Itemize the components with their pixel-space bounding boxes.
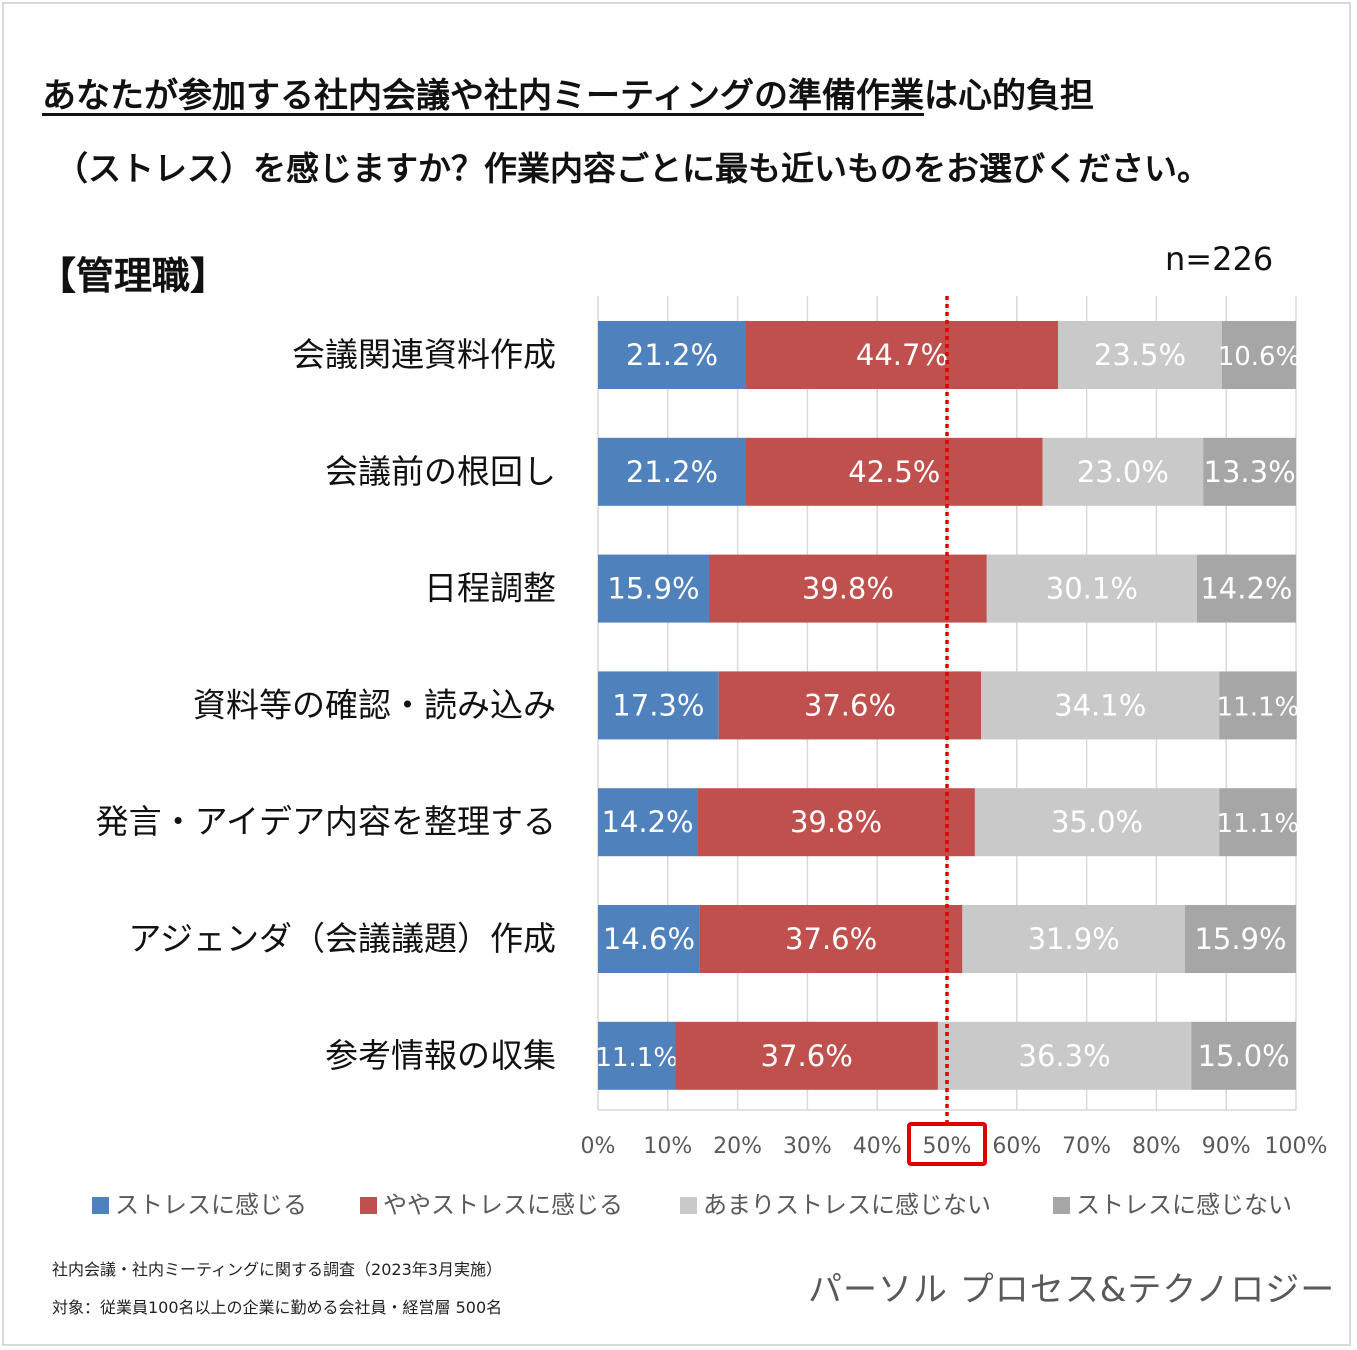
tick-highlight-box [907, 1122, 987, 1166]
x-tick-label: 40% [853, 1134, 902, 1159]
bar-segment [745, 321, 1058, 389]
x-tick-label: 10% [643, 1134, 692, 1159]
data-label: 15.9% [607, 572, 699, 606]
data-label: 39.8% [802, 572, 894, 606]
data-label: 23.5% [1094, 338, 1186, 372]
data-label: 17.3% [612, 688, 704, 722]
bar-segment [1222, 321, 1296, 389]
legend-item: ややストレスに感じる [360, 1185, 623, 1220]
chart-title-line2: （ストレス）を感じますか？作業内容ごとに最も近いものをお選びください。 [55, 149, 1210, 188]
bar-segment [598, 437, 746, 506]
chart-legend: ストレスに感じる ややストレスに感じる あまりストレスに感じない ストレスに感じない [0, 1185, 1357, 1221]
category-label: 発言・アイデア内容を整理する [96, 802, 556, 841]
data-label: 14.2% [1200, 572, 1292, 606]
brand-logo-text: パーソル プロセス&テクノロジー [808, 1270, 1336, 1310]
legend-label: ストレスに感じる [115, 1191, 307, 1219]
legend-swatch [680, 1197, 697, 1214]
bar-segment [598, 1021, 676, 1090]
data-label: 11.1% [1217, 809, 1300, 839]
bar-segment [1203, 437, 1296, 506]
data-label: 14.2% [601, 805, 693, 839]
bar-segment [1191, 1021, 1296, 1090]
chart-title-rest: は心的負担 [923, 76, 1094, 116]
data-label: 23.0% [1077, 455, 1169, 489]
data-label: 44.7% [856, 338, 948, 372]
bar-segment [937, 1021, 1192, 1090]
category-label: アジェンダ（会議議題）作成 [128, 919, 556, 958]
bar-segment [598, 671, 719, 740]
x-tick-label: 0% [581, 1134, 616, 1159]
legend-swatch [1053, 1197, 1070, 1214]
survey-note: 社内会議・社内ミーティングに関する調査（2023年3月実施） [52, 1260, 502, 1279]
bar-segment [1219, 788, 1297, 857]
x-tick-label: 70% [1062, 1134, 1111, 1159]
data-label: 35.0% [1051, 805, 1143, 839]
bar-segment [986, 554, 1197, 623]
data-label: 21.2% [626, 455, 718, 489]
data-label: 11.1% [1217, 692, 1300, 722]
legend-label: ややストレスに感じる [383, 1191, 623, 1219]
category-label: 参考情報の収集 [325, 1036, 556, 1075]
chart-title-line1: あなたが参加する社内会議や社内ミーティングの準備作業は心的負担 [42, 68, 1094, 117]
x-tick-label: 30% [783, 1134, 832, 1159]
target-note: 対象：従業員100名以上の企業に勤める会社員・経営層 500名 [52, 1298, 503, 1317]
bar-segment [1219, 671, 1297, 740]
data-label: 34.1% [1054, 688, 1146, 722]
chart-title-underlined: あなたが参加する社内会議や社内ミーティングの準備作業 [42, 76, 924, 116]
data-label: 39.8% [790, 805, 882, 839]
data-label: 13.3% [1204, 455, 1296, 489]
category-label: 会議関連資料作成 [292, 335, 556, 374]
data-label: 37.6% [804, 688, 896, 722]
bar-segment [718, 671, 982, 740]
x-tick-label: 100% [1265, 1134, 1328, 1159]
bar-segment [699, 905, 963, 973]
bar-segment [598, 554, 709, 623]
category-label: 日程調整 [424, 569, 556, 608]
legend-item: あまりストレスに感じない [680, 1185, 991, 1220]
bar-segment [675, 1021, 938, 1090]
data-label: 21.2% [626, 338, 718, 372]
legend-item: ストレスに感じる [92, 1185, 307, 1220]
data-label: 42.5% [848, 455, 940, 489]
x-tick-label: 50% [923, 1134, 972, 1159]
sample-size-label: n=226 [1165, 240, 1274, 278]
bar-segment [1042, 437, 1204, 506]
group-label: 【管理職】 [38, 254, 229, 298]
bar-segment [598, 788, 698, 857]
x-tick-label: 20% [713, 1134, 762, 1159]
bar-segment [981, 671, 1220, 740]
x-tick-label: 80% [1132, 1134, 1181, 1159]
data-label: 31.9% [1028, 922, 1120, 956]
category-label: 会議前の根回し [325, 452, 556, 491]
data-label: 36.3% [1019, 1039, 1111, 1073]
category-label: 資料等の確認・読み込み [193, 685, 556, 724]
stacked-bar-chart: 会議関連資料作成 21.2% 44.7% 23.5% 10.6% 会議前の根回し 21.2%… [96, 296, 1328, 1166]
x-tick-label: 60% [992, 1134, 1041, 1159]
bar-segment [1196, 554, 1296, 623]
data-label: 15.9% [1194, 922, 1286, 956]
bar-segment [697, 788, 975, 857]
x-tick-label: 90% [1202, 1134, 1251, 1159]
legend-swatch [92, 1197, 109, 1214]
bar-segment [1185, 905, 1296, 973]
bar-segment [598, 321, 746, 389]
bar-segment [745, 437, 1043, 506]
legend-item: ストレスに感じない [1053, 1185, 1292, 1220]
data-label: 11.1% [595, 1043, 678, 1073]
bar-segment [598, 905, 700, 973]
data-label: 37.6% [785, 922, 877, 956]
legend-swatch [360, 1197, 377, 1214]
legend-label: ストレスに感じない [1076, 1191, 1292, 1219]
bar-segment [708, 554, 987, 623]
data-label: 37.6% [761, 1039, 853, 1073]
data-label: 14.6% [603, 922, 695, 956]
data-label: 30.1% [1046, 572, 1138, 606]
bar-segment [1057, 321, 1223, 389]
data-label: 10.6% [1218, 342, 1301, 372]
bar-segment [974, 788, 1220, 857]
legend-label: あまりストレスに感じない [703, 1191, 991, 1219]
data-label: 15.0% [1198, 1039, 1290, 1073]
bar-segment [962, 905, 1186, 973]
